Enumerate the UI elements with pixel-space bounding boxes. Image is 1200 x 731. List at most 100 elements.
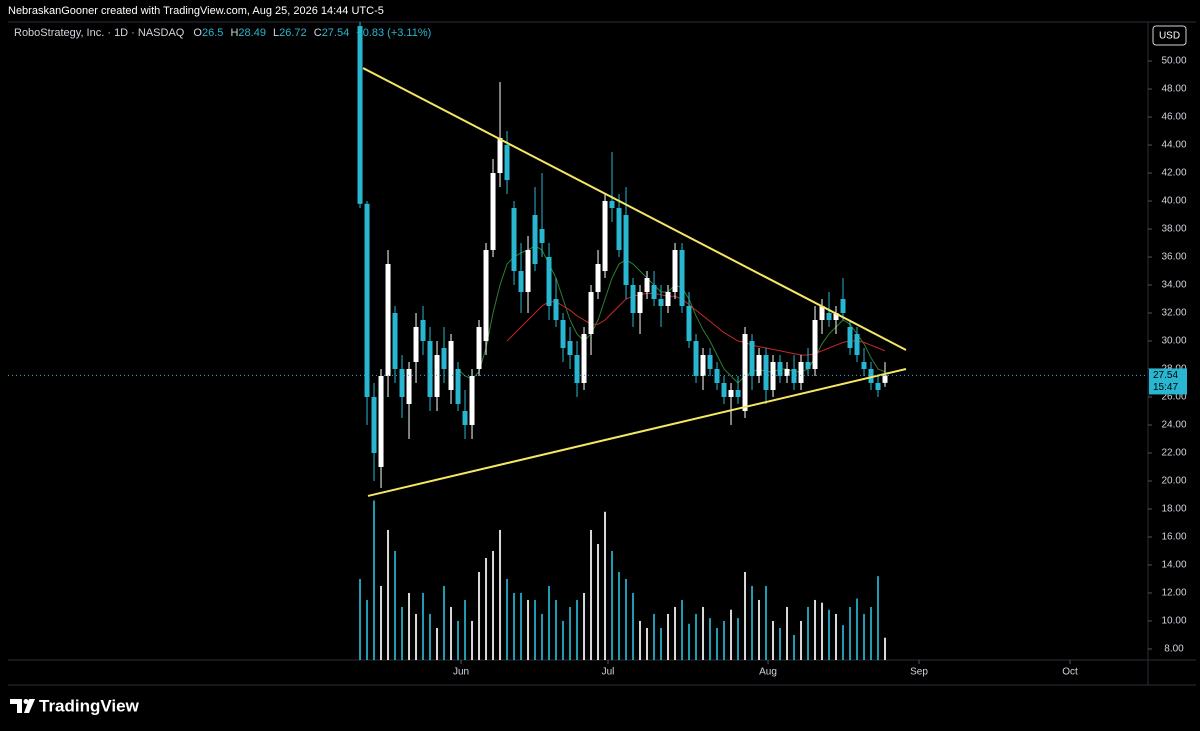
volume-bar <box>730 609 733 660</box>
candle-body <box>546 257 552 307</box>
currency-box[interactable] <box>1152 25 1187 46</box>
logo-part <box>23 699 29 704</box>
candle-body <box>833 313 839 321</box>
candle-body <box>567 341 573 355</box>
volume-bar <box>492 550 495 660</box>
candle-body <box>518 271 524 293</box>
volume-bar <box>457 620 460 660</box>
candle-body <box>378 375 384 467</box>
candle-body <box>686 306 692 341</box>
volume-bar <box>366 599 369 660</box>
currency[interactable]: USD <box>1159 31 1180 42</box>
volume-bar <box>485 557 488 660</box>
volume-bar <box>842 625 845 660</box>
candle-body <box>637 292 643 314</box>
y-tick-label: 36.00 <box>1161 252 1186 263</box>
candle-body <box>553 299 559 321</box>
volume-bar <box>422 592 425 660</box>
volume-bar <box>870 606 873 660</box>
volume-bar <box>709 618 712 660</box>
volume-bar <box>828 609 831 660</box>
volume-bar <box>618 571 621 660</box>
candle-body <box>371 396 377 453</box>
candle-body <box>616 208 622 251</box>
volume-bar <box>401 606 404 660</box>
candle-body <box>651 285 657 300</box>
volume-bar <box>758 599 761 660</box>
candle-body <box>602 201 608 272</box>
y-tick-label: 30.00 <box>1161 336 1186 347</box>
volume-bar <box>849 606 852 660</box>
volume-bar <box>814 599 817 660</box>
volume-bar <box>653 613 656 660</box>
volume-bar <box>702 606 705 660</box>
volume-bar <box>555 599 558 660</box>
candle-body <box>623 215 629 286</box>
y-tick-label: 34.00 <box>1161 280 1186 291</box>
candle-body <box>749 341 755 376</box>
volume-bar <box>590 529 593 660</box>
volume-bar <box>415 613 418 660</box>
y-tick-label: 12.00 <box>1161 588 1186 599</box>
ohlc-letter: L <box>273 27 279 39</box>
y-tick-label: 8.00 <box>1164 644 1184 655</box>
volume-bar <box>786 606 789 660</box>
candle-body <box>420 320 426 341</box>
candle-body <box>721 382 727 397</box>
candle-body <box>819 306 825 321</box>
volume-bar <box>583 592 586 660</box>
candle-body <box>399 368 405 397</box>
ohlc-value: 28.49 <box>238 27 266 39</box>
volume-bar <box>716 627 719 660</box>
y-tick-label: 14.00 <box>1161 560 1186 571</box>
volume-bar <box>646 627 649 660</box>
candle-body <box>784 368 790 376</box>
x-tick-label: Sep <box>910 667 928 678</box>
volume-bar <box>534 599 537 660</box>
volume-bar <box>674 606 677 660</box>
candle-body <box>497 138 503 174</box>
volume-bar <box>856 598 859 660</box>
candle-body <box>665 292 671 307</box>
candle-body <box>847 327 853 348</box>
candle-body <box>525 250 531 293</box>
volume-bar <box>408 592 411 660</box>
logo-part <box>24 699 35 713</box>
candle-body <box>798 361 804 383</box>
candle-body <box>434 354 440 397</box>
candle-body <box>770 361 776 390</box>
y-tick-label: 40.00 <box>1161 196 1186 207</box>
volume-bar <box>695 613 698 660</box>
candle-body <box>756 354 762 376</box>
candle-body <box>700 354 706 376</box>
brand: TradingView <box>39 696 140 715</box>
candle-body <box>476 327 482 369</box>
candle-body <box>728 389 734 397</box>
y-tick-label: 26.00 <box>1161 392 1186 403</box>
brand-logo <box>10 699 35 713</box>
volume-bar <box>450 606 453 660</box>
y-tick-label: 48.00 <box>1161 84 1186 95</box>
y-tick-label: 18.00 <box>1161 504 1186 515</box>
y-tick-label: 50.00 <box>1161 56 1186 67</box>
volume-bar <box>611 550 614 660</box>
candle-body <box>658 299 664 307</box>
x-tick-label: Jul <box>602 667 615 678</box>
volume-bar <box>394 550 397 660</box>
candle-body <box>735 389 741 397</box>
x-tick-label: Jun <box>453 667 469 678</box>
candle-body <box>413 327 419 362</box>
candle-body <box>868 368 874 383</box>
volume-bar <box>562 620 565 660</box>
volume-bar <box>625 578 628 660</box>
candle-body <box>357 26 363 204</box>
ohlc-value: 26.72 <box>279 27 307 39</box>
ohlc-value: 27.54 <box>322 27 350 39</box>
candle-body <box>532 215 538 265</box>
y-tick-label: 44.00 <box>1161 140 1186 151</box>
symbol: RoboStrategy, Inc. · 1D · NASDAQ <box>14 27 185 39</box>
last-price-box <box>1149 368 1187 395</box>
volume-bar <box>541 613 544 660</box>
